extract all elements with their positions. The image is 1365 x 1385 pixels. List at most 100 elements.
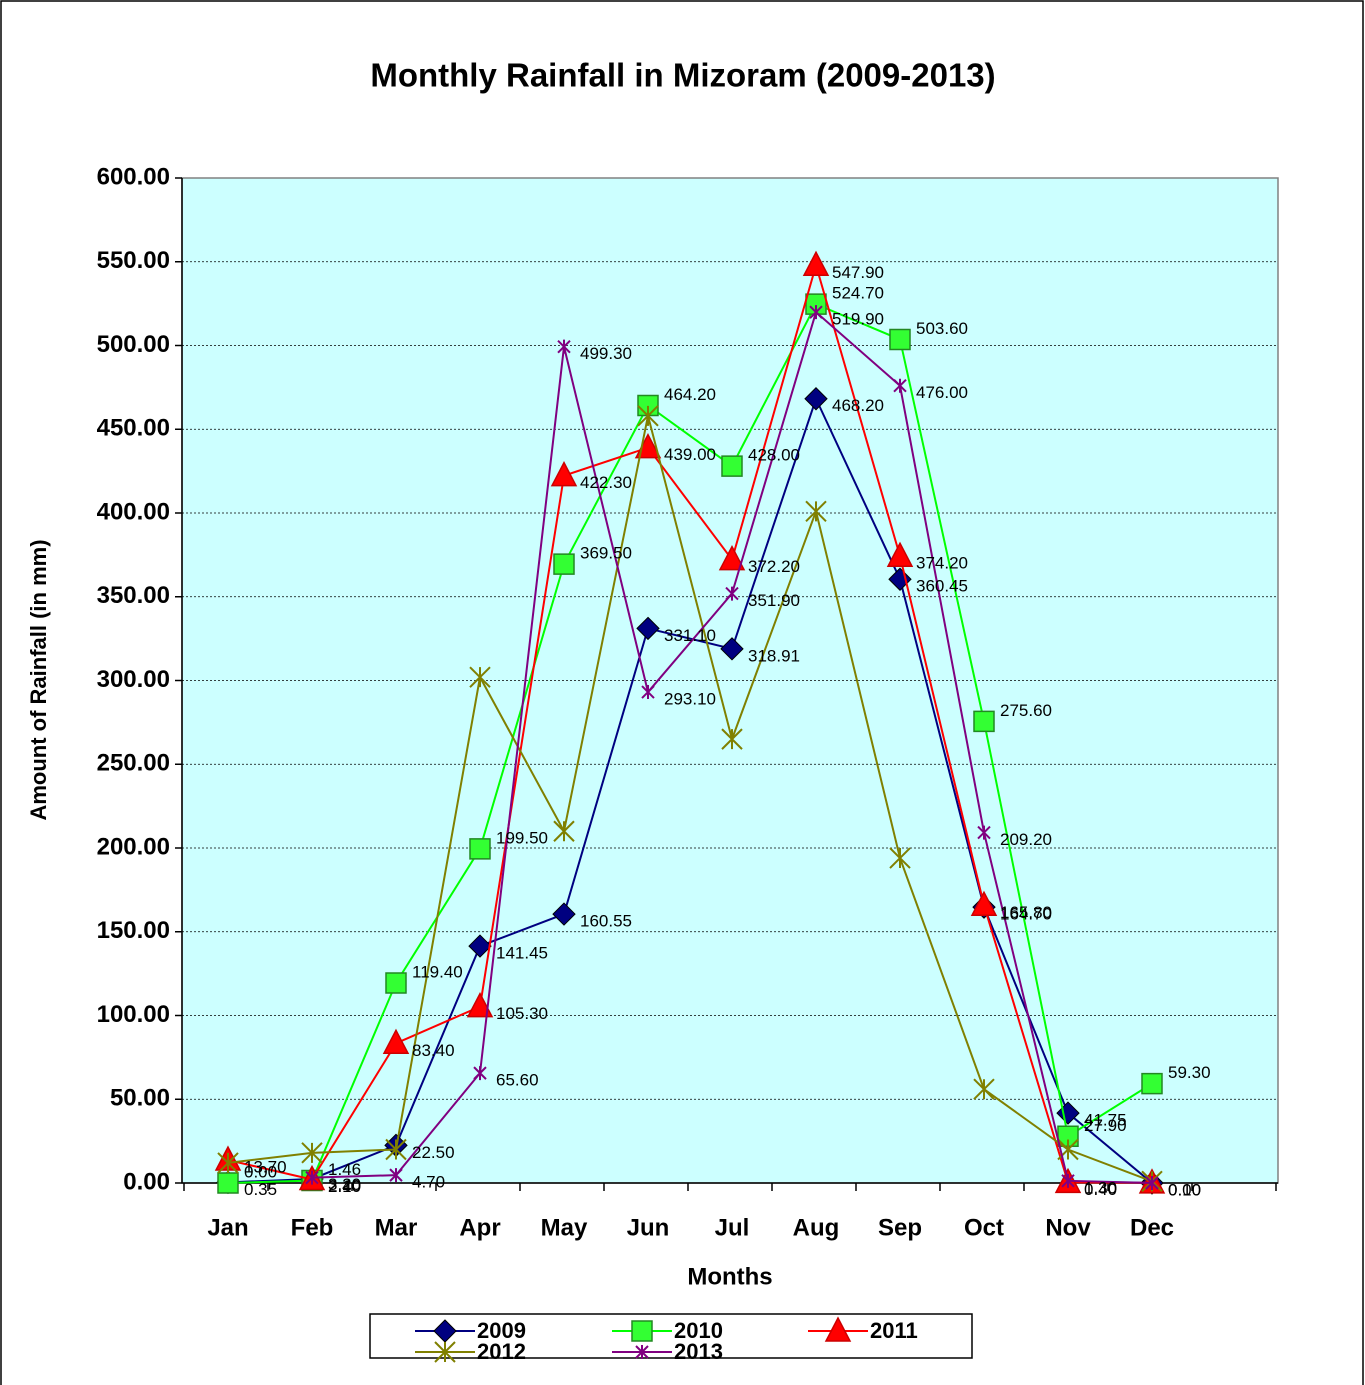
data-label: 119.40 xyxy=(412,962,463,981)
data-label: 4.70 xyxy=(412,1173,445,1192)
marker xyxy=(1141,1072,1163,1095)
data-label: 2.10 xyxy=(328,1177,361,1196)
marker xyxy=(804,387,828,411)
y-tick-label: 200.00 xyxy=(97,833,170,860)
marker xyxy=(636,616,660,641)
x-axis-title: Months xyxy=(687,1263,772,1290)
y-tick-label: 0.00 xyxy=(123,1168,170,1195)
marker xyxy=(977,825,991,840)
data-label: 351.90 xyxy=(748,591,800,610)
x-tick-label: May xyxy=(541,1214,588,1241)
data-label: 519.90 xyxy=(832,310,884,329)
legend-box xyxy=(369,1313,973,1359)
marker xyxy=(550,461,578,487)
data-label: 360.45 xyxy=(916,577,968,596)
x-tick-label: Aug xyxy=(793,1214,840,1241)
marker xyxy=(805,293,827,315)
x-tick-label: Dec xyxy=(1130,1214,1174,1241)
x-tick-label: Jul xyxy=(715,1214,750,1241)
marker xyxy=(389,1168,403,1183)
data-label: 199.50 xyxy=(496,828,548,847)
marker xyxy=(809,305,823,320)
data-label: 0.40 xyxy=(1084,1180,1117,1199)
data-label: 0.00 xyxy=(244,1162,277,1181)
y-tick-label: 150.00 xyxy=(97,917,170,944)
marker xyxy=(1145,1176,1159,1190)
marker xyxy=(217,1152,239,1174)
marker xyxy=(721,455,743,477)
marker xyxy=(973,710,995,733)
y-tick-label: 550.00 xyxy=(97,247,170,274)
data-label: 464.20 xyxy=(664,385,716,404)
data-label: 65.60 xyxy=(496,1071,539,1090)
marker xyxy=(889,328,911,351)
x-tick-label: Mar xyxy=(375,1214,418,1241)
marker xyxy=(468,934,492,958)
x-tick-label: Jun xyxy=(627,1214,670,1241)
data-label: 439.00 xyxy=(664,445,716,464)
marker xyxy=(301,1142,323,1164)
y-tick-label: 450.00 xyxy=(97,415,170,442)
marker xyxy=(970,890,998,917)
marker xyxy=(889,847,911,869)
data-label: 1.30 xyxy=(1084,1178,1117,1197)
data-label: 422.30 xyxy=(580,473,632,492)
y-tick-label: 300.00 xyxy=(97,666,170,693)
marker xyxy=(557,339,571,354)
legend-label: 2009 xyxy=(477,1318,526,1343)
data-label: 499.30 xyxy=(580,344,632,363)
data-label: 0.10 xyxy=(1168,1180,1201,1199)
marker xyxy=(635,1345,649,1359)
marker xyxy=(434,1341,456,1363)
data-label: 476.00 xyxy=(916,383,968,402)
data-label: 369.50 xyxy=(580,544,632,563)
marker xyxy=(382,1028,410,1055)
marker xyxy=(718,544,746,571)
marker xyxy=(473,1066,487,1081)
data-label: 293.10 xyxy=(664,690,716,709)
data-label: 318.91 xyxy=(748,646,800,665)
x-tick-label: Feb xyxy=(291,1214,334,1241)
chart-title: Monthly Rainfall in Mizoram (2009-2013) xyxy=(370,57,995,94)
data-label: 524.70 xyxy=(832,284,884,303)
marker xyxy=(469,838,491,860)
y-tick-label: 500.00 xyxy=(97,331,170,358)
marker xyxy=(802,250,830,277)
marker xyxy=(886,541,914,567)
data-label: 41.75 xyxy=(1084,1111,1127,1130)
marker xyxy=(893,378,907,393)
marker xyxy=(553,820,575,842)
data-label: 105.30 xyxy=(496,1004,548,1023)
y-axis-title: Amount of Rainfall (in mm) xyxy=(26,539,51,820)
data-label: 468.20 xyxy=(832,396,884,415)
data-label: 22.50 xyxy=(412,1143,455,1162)
legend-label: 2010 xyxy=(674,1318,723,1343)
marker xyxy=(552,902,576,926)
series-line xyxy=(227,261,1153,1184)
data-label: 13.70 xyxy=(244,1158,287,1177)
marker xyxy=(469,666,491,688)
marker xyxy=(973,1078,995,1100)
x-tick-label: Oct xyxy=(964,1214,1004,1241)
data-label: 372.20 xyxy=(748,557,800,576)
marker xyxy=(385,1138,407,1161)
data-label: 27.90 xyxy=(1084,1116,1127,1135)
marker xyxy=(1061,1173,1075,1188)
legend-label: 2012 xyxy=(477,1339,526,1364)
data-label: 83.40 xyxy=(412,1041,455,1060)
x-tick-label: Nov xyxy=(1045,1214,1091,1241)
series-line xyxy=(227,415,1153,1183)
y-tick-label: 250.00 xyxy=(97,750,170,777)
y-tick-label: 600.00 xyxy=(97,163,170,190)
marker xyxy=(641,685,655,700)
marker xyxy=(721,728,743,750)
x-tick-label: Jan xyxy=(207,1214,248,1241)
y-tick-label: 50.00 xyxy=(110,1085,170,1112)
data-label: 209.20 xyxy=(1000,830,1052,849)
data-label: 160.55 xyxy=(580,912,632,931)
marker xyxy=(466,992,494,1018)
data-label: 0.00 xyxy=(1168,1180,1201,1199)
legend-label: 2013 xyxy=(674,1339,723,1364)
marker xyxy=(631,1320,653,1342)
